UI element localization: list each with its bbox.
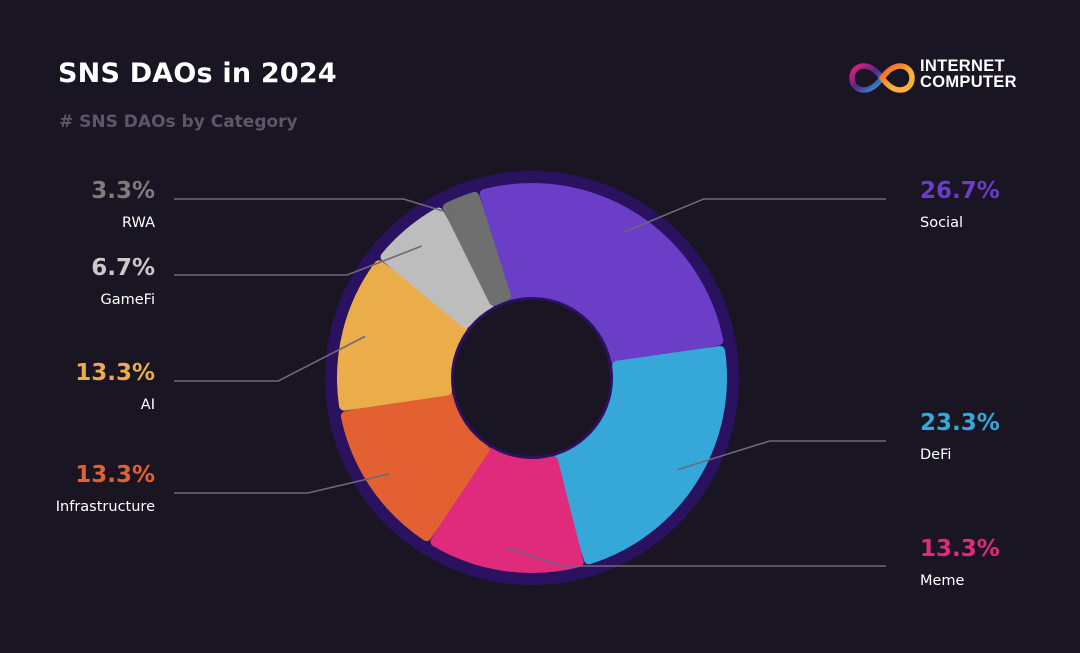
slice-defi bbox=[552, 345, 727, 565]
leader-line-ai bbox=[174, 335, 366, 382]
logo-line-1: INTERNET bbox=[920, 57, 1005, 75]
leader-line-meme bbox=[507, 547, 886, 567]
slice-gamefi bbox=[380, 207, 495, 329]
leader-lines bbox=[174, 198, 886, 567]
category-label-ai: AI bbox=[140, 397, 155, 413]
leader-line-social bbox=[623, 198, 886, 234]
chart-title: SNS DAOs in 2024 bbox=[58, 58, 337, 89]
category-label-infrastructure: Infrastructure bbox=[55, 499, 155, 515]
leader-line-defi bbox=[677, 440, 886, 471]
slice-meme bbox=[430, 447, 584, 573]
slice-infrastructure bbox=[340, 390, 490, 542]
slice-rwa bbox=[442, 191, 511, 306]
chart-subtitle: # SNS DAOs by Category bbox=[59, 112, 298, 132]
data-label-rwa: 3.3% bbox=[91, 178, 155, 204]
category-label-social: Social bbox=[920, 215, 963, 231]
donut-slices bbox=[337, 183, 727, 573]
logo-line-2: COMPUTER bbox=[920, 73, 1017, 91]
internet-computer-logo: INTERNET COMPUTER bbox=[848, 58, 1038, 98]
slice-social bbox=[479, 183, 724, 367]
data-label-social: 26.7% bbox=[920, 178, 1000, 204]
data-label-defi: 23.3% bbox=[920, 410, 1000, 436]
data-label-meme: 13.3% bbox=[920, 536, 1000, 562]
category-label-gamefi: GameFi bbox=[100, 292, 155, 308]
data-label-gamefi: 6.7% bbox=[91, 255, 155, 281]
logo-wordmark: INTERNET COMPUTER bbox=[920, 57, 1017, 91]
category-label-defi: DeFi bbox=[920, 447, 952, 463]
category-label-rwa: RWA bbox=[122, 215, 155, 231]
slice-ai bbox=[337, 260, 468, 411]
leader-line-infrastructure bbox=[174, 473, 390, 494]
leader-line-gamefi bbox=[174, 245, 422, 276]
infinity-icon bbox=[849, 63, 915, 93]
leader-line-rwa bbox=[174, 198, 468, 220]
data-label-ai: 13.3% bbox=[75, 360, 155, 386]
data-label-infrastructure: 13.3% bbox=[75, 462, 155, 488]
donut-hole bbox=[454, 300, 610, 456]
category-label-meme: Meme bbox=[920, 573, 965, 589]
